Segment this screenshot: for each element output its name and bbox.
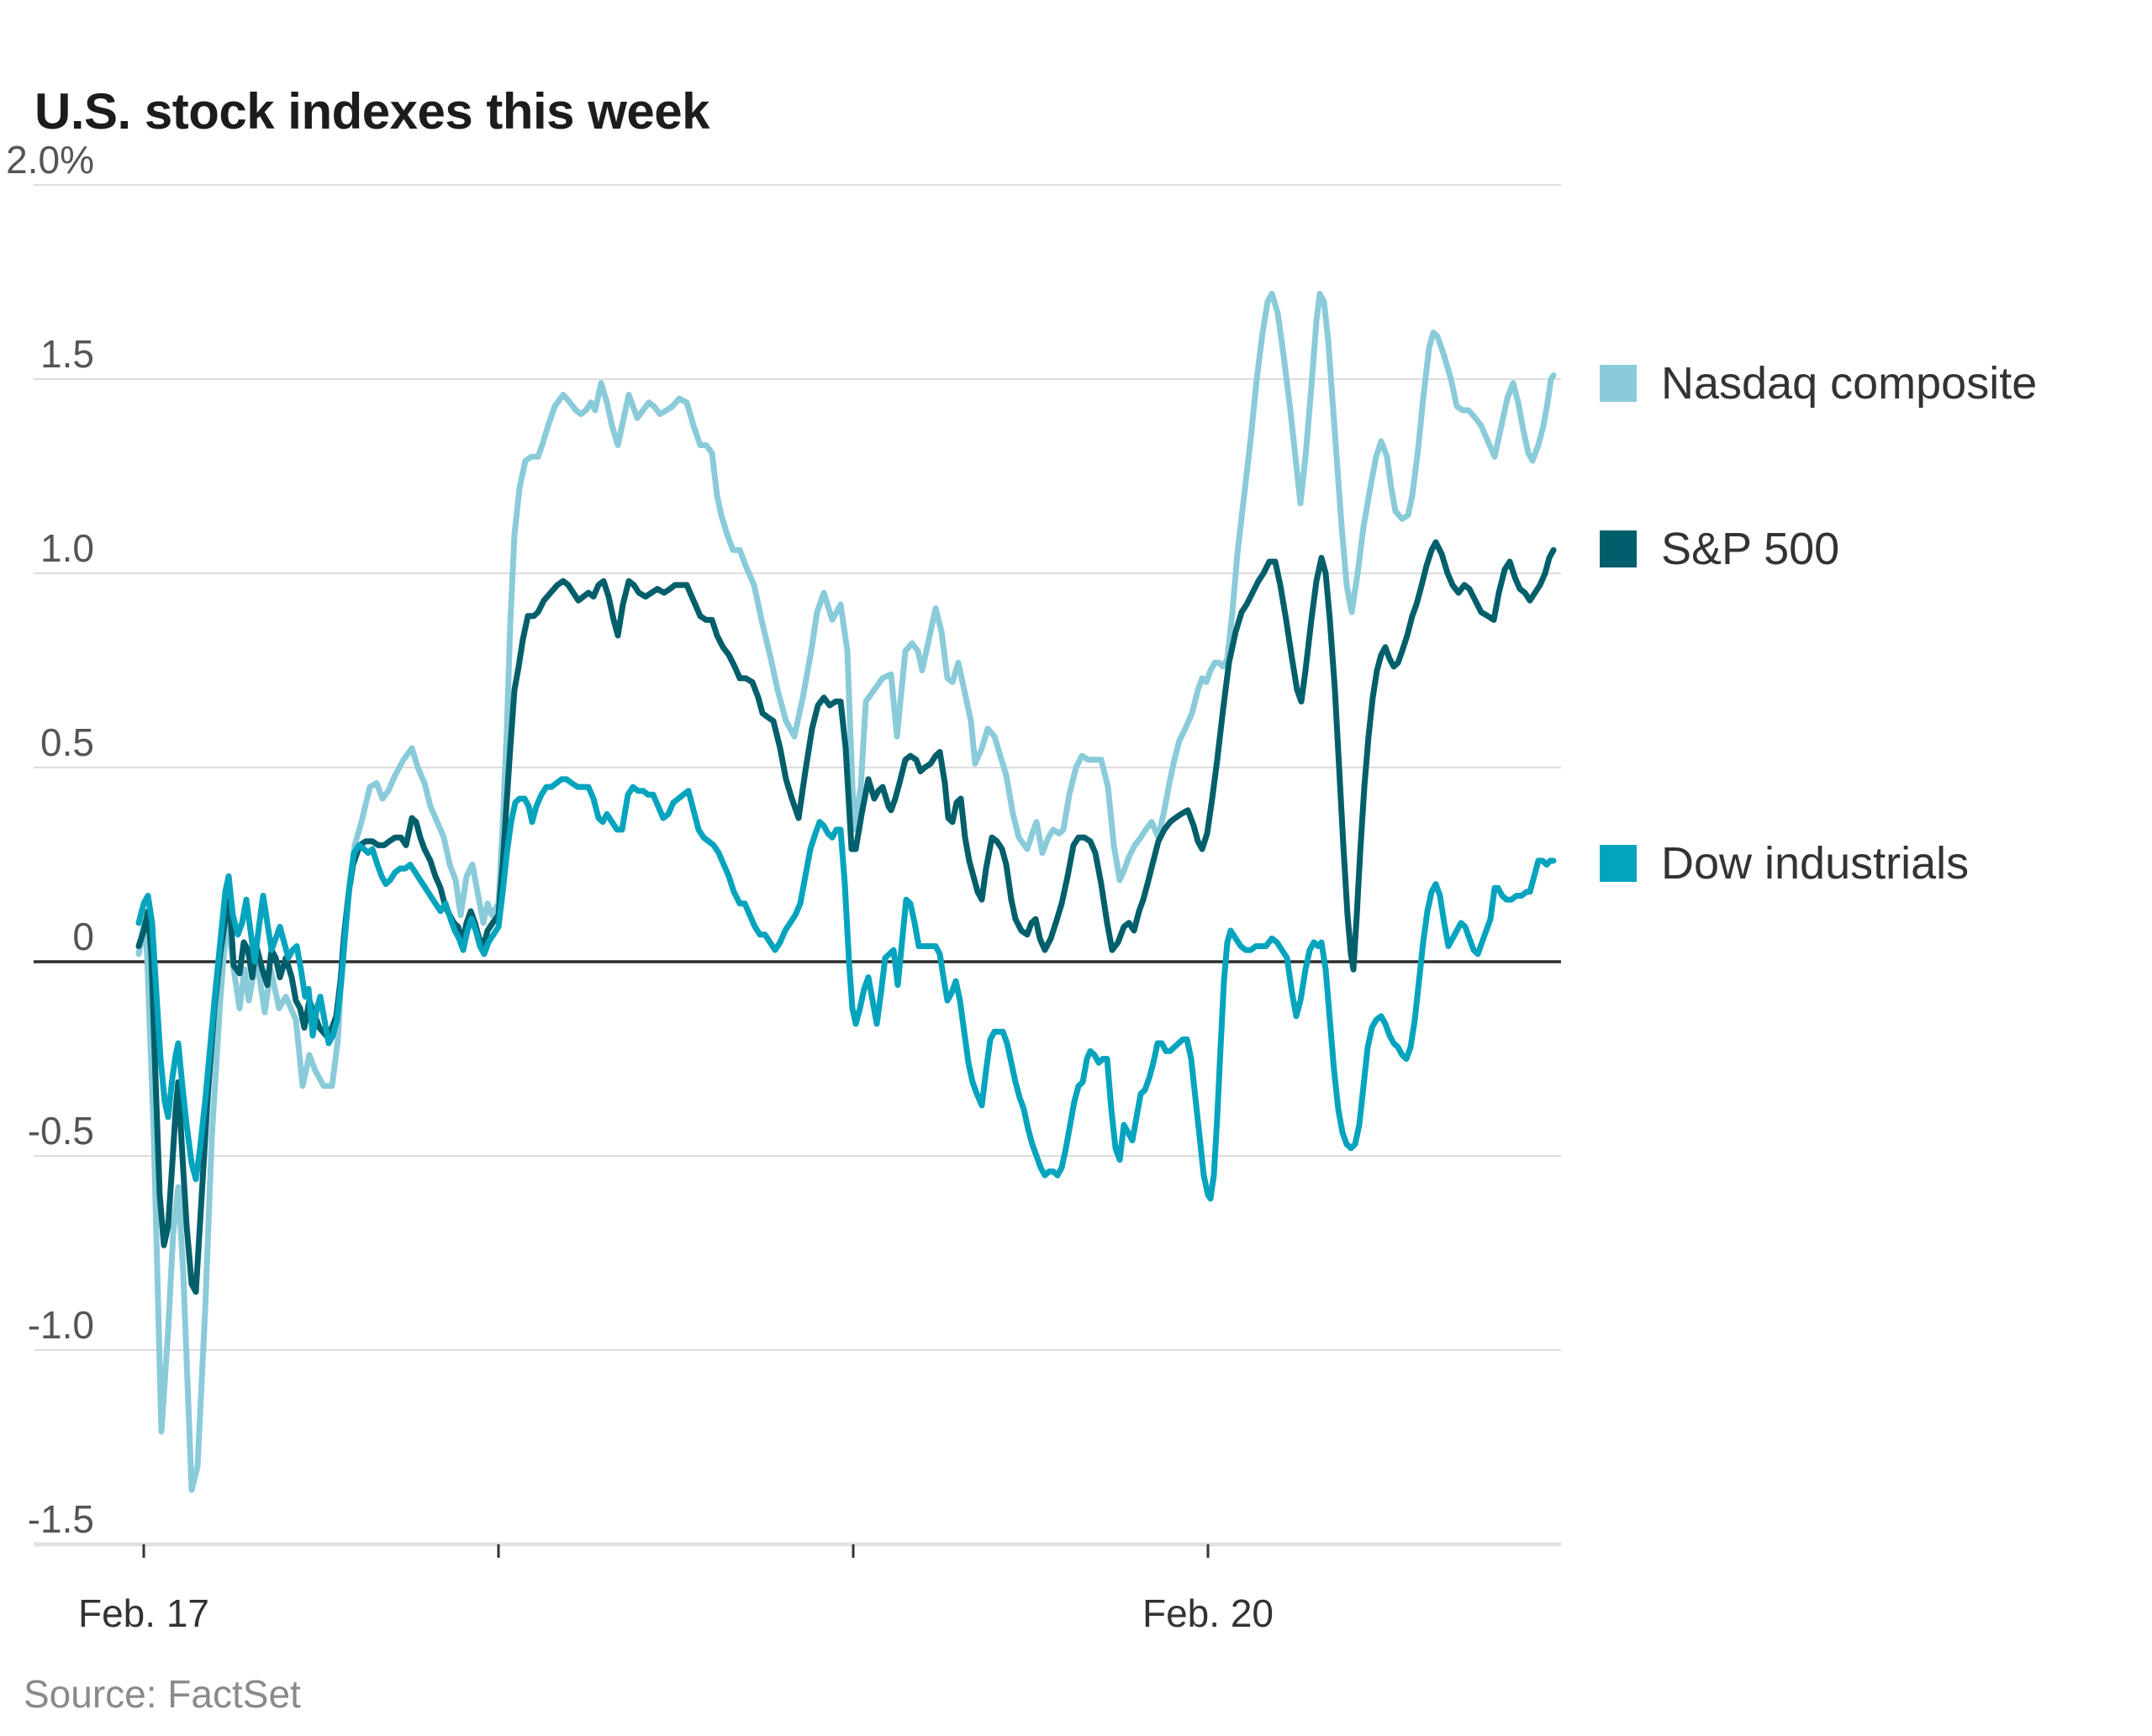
page-title: U.S. stock indexes this week <box>34 83 710 140</box>
legend-swatch-sp500-icon <box>1600 530 1637 567</box>
source-note: Source: FactSet <box>24 1672 301 1716</box>
legend-item-nasdaq: Nasdaq composite <box>1600 357 2037 409</box>
legend-item-sp500: S&P 500 <box>1600 523 1839 575</box>
legend-label-dow: Dow industrials <box>1661 838 1970 889</box>
y-axis-label: 0.5 <box>40 720 94 764</box>
y-axis-label: -1.0 <box>28 1303 94 1347</box>
y-axis-label: 1.5 <box>40 332 94 376</box>
dow-line <box>135 776 1557 1202</box>
x-axis-label: Feb. 17 <box>78 1591 209 1635</box>
legend-label-sp500: S&P 500 <box>1661 524 1840 574</box>
legend-label-nasdaq: Nasdaq composite <box>1661 358 2038 409</box>
legend-item-dow: Dow industrials <box>1600 837 1969 889</box>
y-axis-label: -1.5 <box>28 1497 94 1541</box>
nasdaq-line <box>135 290 1557 1493</box>
y-axis-label: 1.0 <box>40 526 94 570</box>
legend-swatch-dow-icon <box>1600 845 1637 882</box>
x-axis-label: Feb. 20 <box>1142 1591 1274 1635</box>
legend-swatch-nasdaq-icon <box>1600 365 1637 402</box>
y-axis-label: -0.5 <box>28 1109 94 1153</box>
y-axis-label: 2.0% <box>6 138 94 182</box>
y-axis-label: 0 <box>72 915 94 958</box>
